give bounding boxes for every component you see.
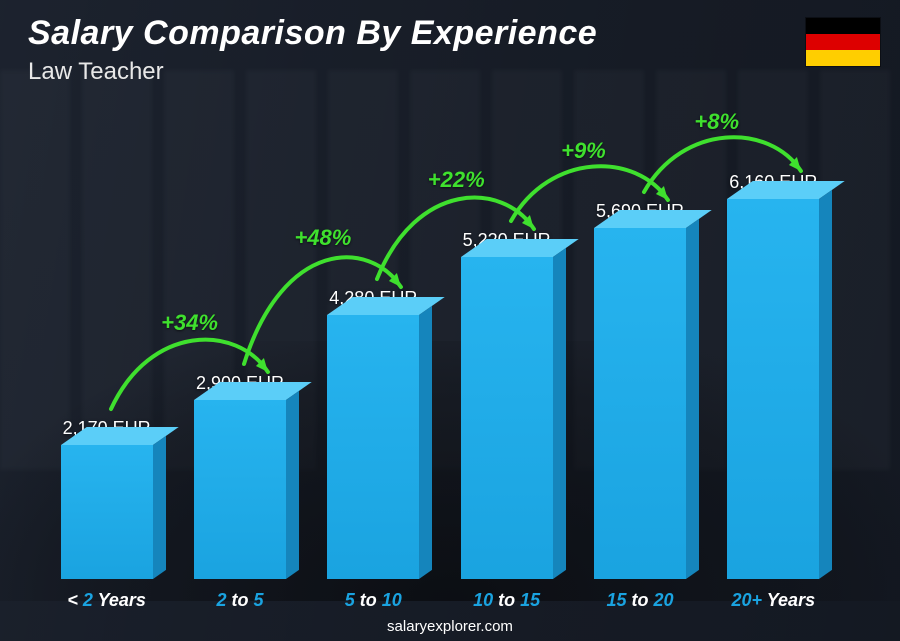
- flag-stripe-gold: [806, 50, 880, 66]
- bar-shape: [461, 257, 553, 579]
- bar-shape: [594, 228, 686, 579]
- bar-5: 6,160 EUR: [713, 172, 833, 579]
- bar-1: 2,900 EUR: [180, 373, 300, 579]
- x-label-5: 20+ Years: [713, 590, 833, 611]
- infographic-stage: Salary Comparison By Experience Law Teac…: [0, 0, 900, 641]
- bars-container: 2,170 EUR2,900 EUR4,280 EUR5,220 EUR5,69…: [40, 120, 840, 579]
- x-label-4: 15 to 20: [580, 590, 700, 611]
- footer-attribution: salaryexplorer.com: [0, 618, 900, 635]
- bar-shape: [194, 400, 286, 579]
- bar-3: 5,220 EUR: [447, 230, 567, 579]
- x-label-2: 5 to 10: [313, 590, 433, 611]
- flag-stripe-black: [806, 18, 880, 34]
- x-label-0: < 2 Years: [47, 590, 167, 611]
- bar-shape: [61, 445, 153, 579]
- x-axis-labels: < 2 Years 2 to 5 5 to 10 10 to 15 15 to 20 20…: [40, 590, 840, 611]
- bar-0: 2,170 EUR: [47, 418, 167, 579]
- bar-shape: [327, 315, 419, 579]
- bar-2: 4,280 EUR: [313, 288, 433, 579]
- x-label-1: 2 to 5: [180, 590, 300, 611]
- x-label-3: 10 to 15: [447, 590, 567, 611]
- chart-subtitle: Law Teacher: [28, 58, 164, 86]
- bar-chart: 2,170 EUR2,900 EUR4,280 EUR5,220 EUR5,69…: [40, 120, 840, 579]
- bar-shape: [727, 199, 819, 579]
- bar-4: 5,690 EUR: [580, 201, 700, 579]
- flag-germany: [806, 18, 880, 66]
- chart-title: Salary Comparison By Experience: [28, 14, 597, 53]
- flag-stripe-red: [806, 34, 880, 50]
